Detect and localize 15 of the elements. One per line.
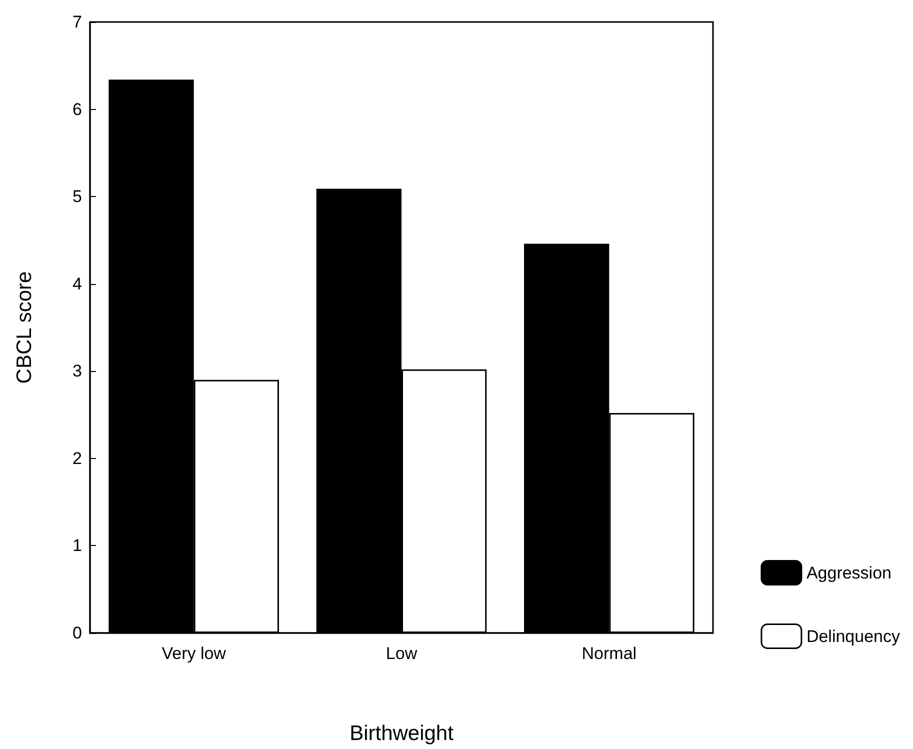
- x-tick-label: Low: [386, 644, 418, 663]
- legend-label: Aggression: [806, 563, 892, 582]
- y-tick-label: 5: [72, 187, 82, 206]
- x-tick-label: Very low: [162, 644, 227, 663]
- y-tick-label: 3: [72, 362, 82, 381]
- y-axis-title: CBCL score: [13, 271, 36, 384]
- legend-label: Delinquency: [806, 626, 900, 646]
- y-tick-label: 0: [72, 624, 82, 642]
- y-tick-label: 7: [72, 12, 82, 32]
- y-tick-label: 4: [72, 274, 82, 294]
- y-tick-label: 1: [72, 536, 82, 556]
- y-tick-label: 2: [72, 448, 82, 468]
- x-tick-label: Normal: [582, 644, 637, 663]
- x-axis-title: Birthweight: [350, 722, 454, 745]
- y-tick-label: 6: [72, 100, 82, 119]
